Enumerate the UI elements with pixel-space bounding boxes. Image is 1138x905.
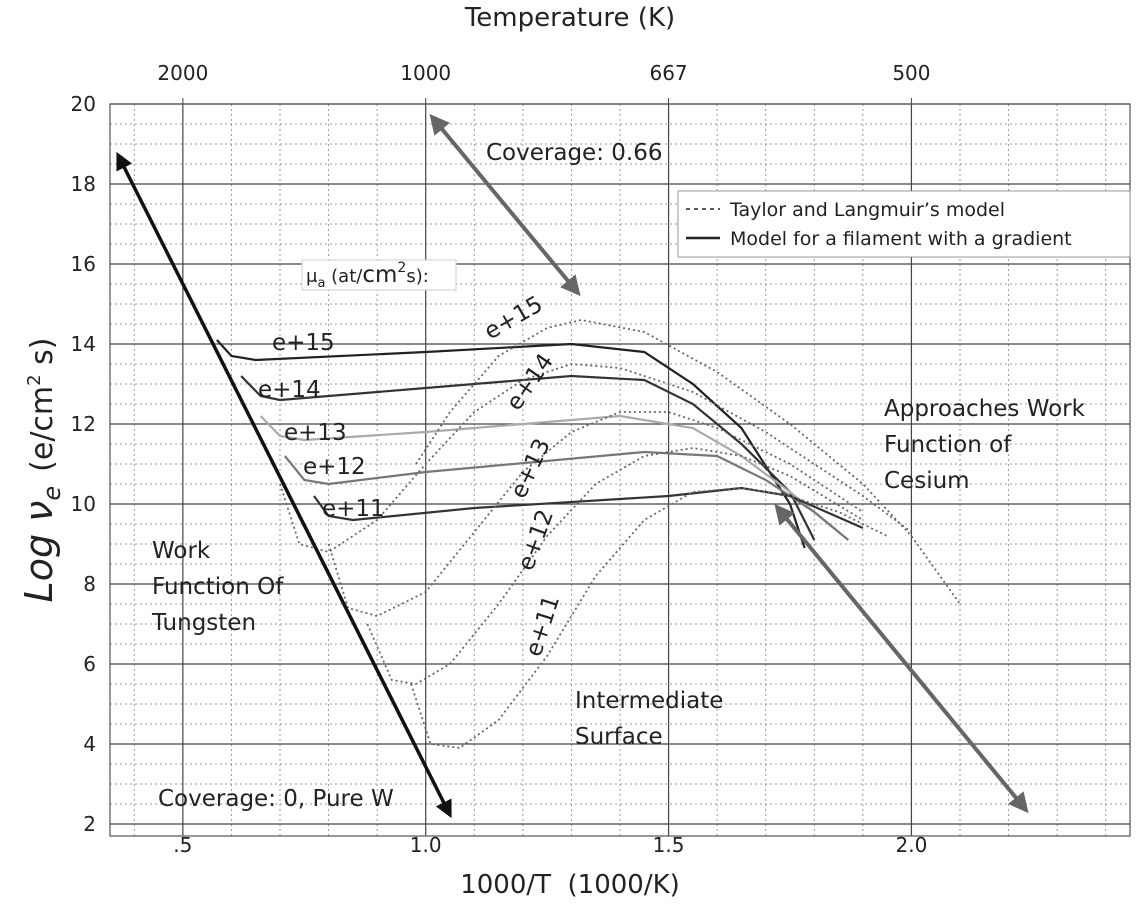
annotation: Function of [884, 432, 1012, 458]
mu-end: s): [406, 266, 428, 287]
arrow [774, 503, 1029, 814]
series-line [410, 487, 888, 749]
y-tick-label: 2 [83, 812, 96, 836]
x2-axis-title: Temperature (K) [464, 3, 675, 33]
x-axis-title: 1000/T (1000/K) [460, 870, 680, 900]
curve-label: e+13 [506, 435, 556, 503]
curve-label: e+14 [258, 377, 321, 403]
y-tick-label: 10 [71, 492, 96, 516]
y-tick-label: 4 [83, 732, 96, 756]
curve-label: e+11 [322, 496, 385, 522]
legend: Taylor and Langmuir’s model Model for a … [677, 190, 1131, 258]
annotation: Approaches Work [884, 396, 1086, 422]
x2-tick-label: 1000 [400, 61, 451, 85]
annotation: Function Of [152, 574, 284, 600]
y-label-sub: e [38, 486, 66, 501]
annotation: μa (at/cm2s): [306, 260, 429, 291]
x-tick-label: 2.0 [896, 833, 928, 857]
curve-label: e+11 [521, 592, 565, 660]
y-tick-label: 12 [71, 412, 96, 436]
series-line [366, 447, 864, 685]
legend-label: Taylor and Langmuir’s model [729, 199, 1005, 221]
mu-main: μ [306, 266, 318, 287]
y-tick-label: 16 [71, 252, 96, 276]
y-tick-label: 6 [83, 652, 96, 676]
y-axis-title: Log νe (e/cm2 s) [17, 338, 66, 603]
annotation: Intermediate [575, 688, 723, 714]
x2-tick-label: 500 [892, 61, 930, 85]
y-tick-label: 18 [71, 172, 96, 196]
y-label-main: Log ν [17, 501, 61, 603]
series-line [415, 319, 961, 605]
x2-tick-label: 2000 [157, 61, 208, 85]
x-tick-label: .5 [173, 833, 192, 857]
x-tick-label: 1.5 [653, 833, 685, 857]
annotation: Tungsten [151, 610, 256, 636]
mu-unit: (at/ [325, 266, 363, 287]
y-label-sup: 2 [24, 374, 45, 385]
mu-box [301, 259, 457, 291]
annotation: Coverage: 0.66 [486, 140, 662, 166]
arrow [429, 113, 581, 297]
curve-label: e+15 [272, 330, 335, 356]
curve-label: e+12 [513, 506, 559, 574]
series-line [313, 486, 864, 530]
arrow [116, 151, 452, 819]
annotation: Surface [575, 724, 663, 750]
curve-label: e+14 [502, 349, 559, 415]
plot-frame [109, 103, 1131, 837]
y-label-unit-end: s) [25, 338, 60, 375]
legend-box [677, 190, 1131, 258]
mu-sub: a [317, 276, 325, 291]
y-tick-label: 14 [71, 332, 96, 356]
y-label-unit: (e/cm [25, 386, 60, 472]
mu-big: cm [362, 262, 397, 288]
curve-label: e+13 [284, 420, 347, 446]
x-tick-label: 1.0 [410, 833, 442, 857]
mu-sup: 2 [397, 260, 406, 276]
annotation: Cesium [884, 468, 970, 494]
curve-label: e+15 [480, 291, 547, 345]
legend-label: Model for a filament with a gradient [730, 228, 1072, 250]
annotation: Coverage: 0, Pure W [158, 786, 394, 812]
x2-tick-label: 667 [649, 61, 687, 85]
y-tick-label: 20 [71, 92, 96, 116]
y-tick-label: 8 [83, 572, 96, 596]
curve-label: e+12 [303, 454, 366, 480]
annotation: Work [152, 538, 211, 564]
